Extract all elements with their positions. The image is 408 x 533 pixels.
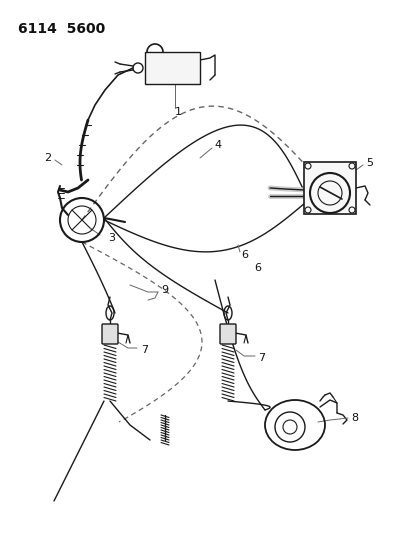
FancyBboxPatch shape (220, 324, 236, 344)
FancyBboxPatch shape (102, 324, 118, 344)
Text: 4: 4 (215, 140, 222, 150)
Text: 1: 1 (175, 107, 182, 117)
Text: 2: 2 (44, 153, 51, 163)
FancyBboxPatch shape (304, 162, 356, 214)
Text: 6: 6 (255, 263, 262, 273)
Text: 5: 5 (366, 158, 373, 168)
Text: 7: 7 (258, 353, 266, 363)
Text: 7: 7 (142, 345, 149, 355)
Text: 8: 8 (351, 413, 359, 423)
Text: 3: 3 (109, 233, 115, 243)
Text: 9: 9 (162, 285, 169, 295)
FancyBboxPatch shape (145, 52, 200, 84)
Text: 6: 6 (242, 250, 248, 260)
Text: 6114  5600: 6114 5600 (18, 22, 105, 36)
